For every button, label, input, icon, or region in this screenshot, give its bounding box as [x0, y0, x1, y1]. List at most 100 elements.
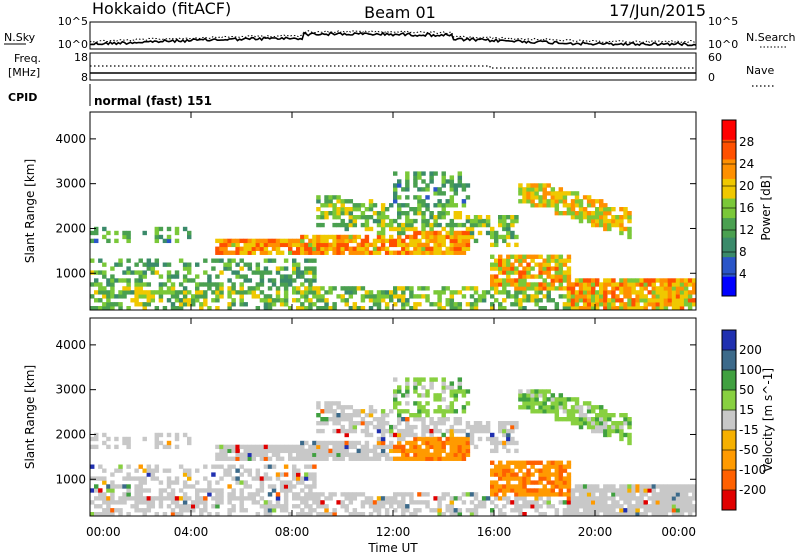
- power-cell: [413, 179, 418, 184]
- velocity-cell: [122, 492, 127, 497]
- velocity-cell: [433, 496, 438, 501]
- power-cell: [126, 234, 131, 240]
- power-cell: [304, 290, 309, 295]
- power-cell: [308, 242, 313, 248]
- power-cell: [219, 246, 224, 251]
- power-cell: [514, 258, 519, 263]
- power-cell: [449, 306, 455, 311]
- velocity-cell: [651, 484, 657, 489]
- power-cell: [465, 218, 471, 224]
- power-cell: [243, 238, 248, 244]
- velocity-cell: [522, 492, 527, 497]
- velocity-cell: [530, 464, 535, 469]
- power-cell: [292, 286, 297, 291]
- power-cell: [118, 290, 123, 295]
- power-cell: [150, 270, 156, 275]
- power-cell: [312, 250, 317, 255]
- power-cell: [542, 258, 547, 263]
- velocity-cell: [433, 377, 438, 382]
- velocity-cell: [413, 381, 418, 386]
- velocity-cell: [445, 405, 450, 410]
- velocity-cell: [312, 484, 317, 489]
- power-cell: [546, 286, 551, 291]
- velocity-cell: [376, 440, 382, 446]
- velocity-cell: [534, 492, 539, 497]
- velocity-cell: [603, 508, 608, 513]
- power-cell: [510, 222, 515, 228]
- velocity-cell: [364, 440, 370, 446]
- power-cell: [570, 199, 576, 204]
- power-cell: [506, 234, 511, 240]
- velocity-cell: [199, 512, 204, 517]
- velocity-cell: [300, 440, 305, 446]
- velocity-cell: [449, 512, 455, 517]
- velocity-cell: [348, 456, 354, 461]
- velocity-cell: [554, 405, 560, 410]
- power-cell: [162, 262, 168, 267]
- power-cell: [207, 306, 212, 311]
- power-cell: [267, 238, 273, 244]
- power-cell: [595, 222, 600, 228]
- power-cell: [178, 302, 184, 307]
- velocity-cell: [425, 413, 430, 418]
- power-cell: [158, 234, 164, 240]
- power-cell: [566, 258, 572, 263]
- velocity-cell: [332, 448, 337, 454]
- velocity-cell: [477, 436, 483, 442]
- velocity-cell: [389, 448, 394, 454]
- velocity-cell: [473, 424, 479, 430]
- velocity-cell: [94, 432, 99, 438]
- power-cell: [542, 203, 547, 208]
- power-cell: [122, 286, 127, 291]
- power-cell: [437, 187, 442, 192]
- velocity-cell: [328, 512, 333, 517]
- velocity-cell: [312, 500, 317, 505]
- velocity-cell: [631, 484, 636, 489]
- velocity-cell: [542, 401, 547, 406]
- velocity-cell: [348, 492, 354, 497]
- velocity-cell: [534, 488, 539, 493]
- velocity-cell: [191, 508, 196, 513]
- velocity-cell: [570, 500, 576, 505]
- power-cell: [397, 195, 402, 200]
- velocity-cell: [518, 508, 523, 513]
- velocity-cell: [421, 417, 426, 422]
- power-cell: [405, 195, 410, 200]
- velocity-cell: [623, 417, 628, 422]
- velocity-cell: [574, 421, 580, 426]
- power-cell: [494, 266, 499, 271]
- velocity-cell: [356, 448, 362, 454]
- power-cell: [207, 274, 212, 279]
- velocity-cell: [441, 417, 446, 422]
- velocity-cell: [477, 428, 483, 434]
- power-cell: [518, 306, 523, 311]
- velocity-cell: [336, 417, 341, 422]
- velocity-cell: [150, 496, 156, 501]
- velocity-cell: [607, 428, 612, 434]
- velocity-cell: [433, 452, 438, 457]
- power-x-ticks: [89, 112, 697, 310]
- velocity-cell: [591, 484, 596, 489]
- power-cell: [683, 302, 689, 307]
- velocity-cell: [437, 456, 442, 461]
- power-cell: [546, 199, 551, 204]
- power-cell: [203, 282, 208, 287]
- velocity-cell: [570, 421, 576, 426]
- velocity-cell: [389, 504, 394, 509]
- velocity-cell: [522, 496, 527, 501]
- velocity-cell: [498, 421, 503, 426]
- velocity-cell: [259, 444, 265, 450]
- power-cell: [469, 226, 475, 232]
- power-cell: [304, 242, 309, 248]
- velocity-cell: [239, 504, 244, 509]
- velocity-cell: [639, 500, 644, 505]
- power-cell: [619, 278, 624, 283]
- power-cell: [203, 258, 208, 263]
- velocity-cell: [255, 512, 261, 517]
- power-cell: [562, 262, 568, 267]
- velocity-cell: [195, 492, 200, 497]
- velocity-cell: [405, 492, 410, 497]
- power-cell: [554, 199, 560, 204]
- velocity-cell: [401, 444, 406, 450]
- velocity-cell: [623, 432, 628, 438]
